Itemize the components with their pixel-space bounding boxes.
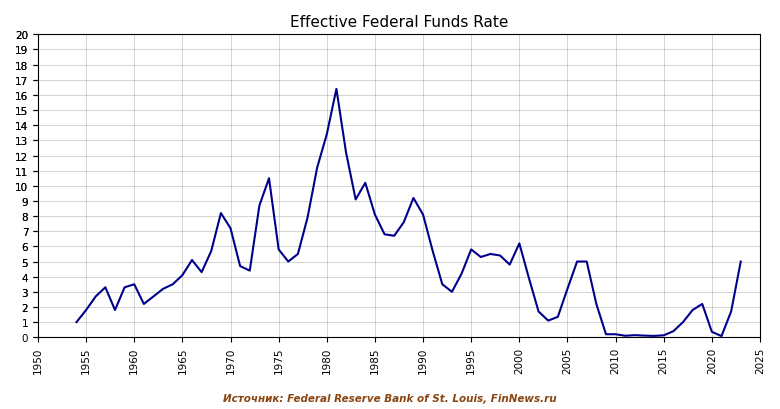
Text: Источник: Federal Reserve Bank of St. Louis, FinNews.ru: Источник: Federal Reserve Bank of St. Lo…	[223, 393, 557, 403]
Title: Effective Federal Funds Rate: Effective Federal Funds Rate	[290, 15, 509, 30]
